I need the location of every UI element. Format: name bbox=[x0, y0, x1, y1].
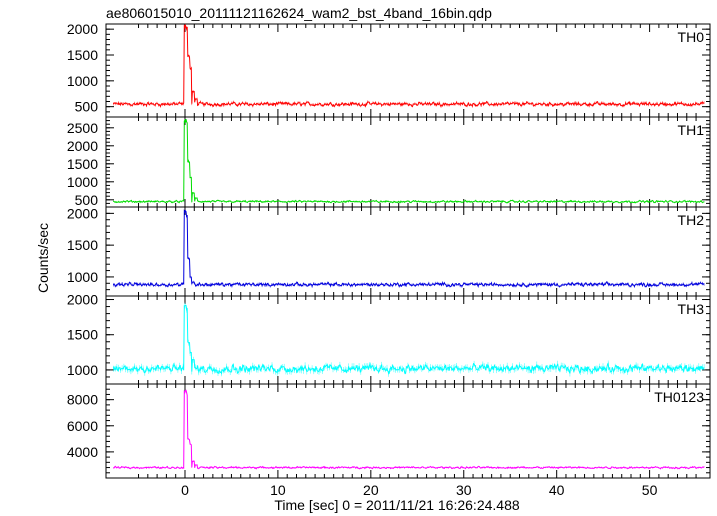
x-axis-label: Time [sec] 0 = 2011/11/21 16:26:24.488 bbox=[274, 497, 520, 513]
y-tick-label: 1000 bbox=[67, 73, 98, 89]
chart-title: ae806015010_20111121162624_wam2_bst_4ban… bbox=[106, 5, 492, 21]
y-tick-label: 500 bbox=[75, 192, 99, 208]
y-tick-label: 8000 bbox=[67, 392, 98, 408]
series-line-th0 bbox=[112, 23, 705, 108]
panel-th0: 500 1000 1500 2000 TH0 bbox=[67, 21, 711, 118]
y-tick-label: 2000 bbox=[67, 138, 98, 154]
panel-th0123: 4000 6000 8000 TH0123 bbox=[67, 383, 711, 479]
x-tick-label: 10 bbox=[270, 482, 286, 498]
y-tick-label: 1000 bbox=[67, 174, 98, 190]
y-tick-label: 1500 bbox=[67, 156, 98, 172]
series-line-th1 bbox=[113, 118, 705, 204]
y-tick-label: 1500 bbox=[67, 327, 98, 343]
y-tick-label: 1000 bbox=[67, 362, 98, 378]
y-tick-label: 2000 bbox=[67, 292, 98, 308]
series-line-th0123 bbox=[113, 389, 705, 470]
x-tick-label: 30 bbox=[456, 482, 472, 498]
y-tick-label: 1000 bbox=[67, 269, 98, 285]
y-tick-label: 1500 bbox=[67, 237, 98, 253]
series-errorbars-th0 bbox=[113, 26, 705, 108]
panel-label: TH0 bbox=[678, 29, 705, 45]
x-tick-label: 20 bbox=[363, 482, 379, 498]
panel-th2: 1000 1500 2000 TH2 bbox=[67, 205, 711, 297]
panel-label: TH1 bbox=[678, 122, 705, 138]
y-tick-label: 2000 bbox=[67, 21, 98, 37]
y-tick-label: 500 bbox=[75, 99, 99, 115]
y-tick-label: 4000 bbox=[67, 444, 98, 460]
x-tick-label: 40 bbox=[549, 482, 565, 498]
x-tick-label: 0 bbox=[181, 482, 189, 498]
series-line-th3 bbox=[112, 304, 705, 375]
panel-frame bbox=[105, 116, 711, 208]
y-tick-label: 1500 bbox=[67, 47, 98, 63]
panel-label: TH3 bbox=[678, 301, 705, 317]
series-errorbars-th0123 bbox=[113, 391, 705, 470]
panel-th3: 1000 1500 2000 TH3 bbox=[67, 292, 711, 385]
y-tick-label: 2000 bbox=[67, 205, 98, 221]
y-tick-label: 6000 bbox=[67, 418, 98, 434]
panel-frame bbox=[105, 295, 711, 385]
series-errorbars-th3 bbox=[113, 302, 705, 377]
x-tick-label: 50 bbox=[642, 482, 658, 498]
panel-label: TH0123 bbox=[654, 389, 704, 405]
panel-label: TH2 bbox=[678, 212, 705, 228]
y-tick-label: 2500 bbox=[67, 120, 98, 136]
series-line-th2 bbox=[112, 209, 705, 289]
series-errorbars-th1 bbox=[113, 119, 705, 204]
panel-th1: 500 1000 1500 2000 2500 TH1 bbox=[67, 116, 711, 208]
panel-frame bbox=[105, 383, 711, 479]
series-errorbars-th2 bbox=[113, 210, 705, 288]
y-axis-label: Counts/sec bbox=[35, 223, 51, 293]
